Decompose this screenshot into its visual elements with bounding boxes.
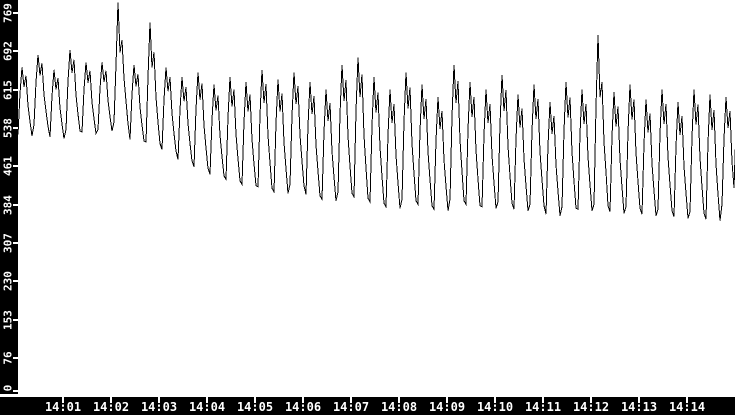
y-tick-mark	[13, 280, 18, 283]
x-tick-mark	[158, 397, 160, 403]
y-tick-mark	[13, 165, 18, 168]
x-tick-label: 14:11	[524, 400, 562, 414]
y-tick-label: 0	[1, 384, 15, 392]
x-tick-mark	[254, 397, 256, 403]
x-tick-label: 14:03	[140, 400, 178, 414]
x-axis: 14:01 14:02 14:03 14:04 14:05 14:06 14:07 14:08…	[0, 397, 735, 415]
y-tick-label: 384	[1, 194, 15, 215]
x-tick-label: 14:01	[44, 400, 82, 414]
x-tick-mark	[494, 397, 496, 403]
y-tick-mark	[13, 88, 18, 91]
x-tick-mark	[398, 397, 400, 403]
y-tick-mark	[13, 242, 18, 245]
x-tick-mark	[62, 397, 64, 403]
y-tick-label: 461	[1, 156, 15, 177]
y-tick-mark	[13, 127, 18, 130]
y-tick-mark	[13, 12, 18, 14]
x-tick-mark	[542, 397, 544, 403]
y-tick-label: 153	[1, 309, 15, 330]
x-tick-mark	[446, 397, 448, 403]
x-tick-mark	[110, 397, 112, 403]
x-tick-mark	[302, 397, 304, 403]
x-tick-label: 14:07	[332, 400, 370, 414]
x-tick-label: 14:12	[572, 400, 610, 414]
x-tick-label: 14:02	[92, 400, 130, 414]
y-tick-label: 538	[1, 118, 15, 138]
y-tick-label: 615	[1, 79, 15, 100]
x-tick-label: 14:14	[668, 400, 706, 414]
x-tick-label: 14:13	[620, 400, 658, 414]
x-tick-mark	[638, 397, 640, 403]
x-tick-label: 14:09	[428, 400, 466, 414]
x-tick-label: 14:10	[476, 400, 514, 414]
y-tick-mark	[13, 318, 18, 321]
y-axis: 769 692 615 538 461 384 307 230 153 76 0	[0, 0, 18, 394]
y-tick-label: 307	[1, 233, 15, 254]
x-tick-label: 14:08	[380, 400, 418, 414]
x-tick-mark	[686, 397, 688, 403]
y-tick-mark	[13, 357, 18, 360]
y-tick-label: 692	[1, 41, 15, 62]
x-tick-label: 14:04	[188, 400, 226, 414]
y-tick-mark	[13, 50, 18, 53]
y-tick-mark	[13, 203, 18, 206]
x-tick-label: 14:06	[284, 400, 322, 414]
signal-line	[17, 2, 735, 221]
y-tick-label: 769	[1, 3, 15, 23]
x-tick-label: 14:05	[236, 400, 274, 414]
x-tick-mark	[590, 397, 592, 403]
x-tick-mark	[350, 397, 352, 403]
x-tick-mark	[206, 397, 208, 403]
y-tick-label: 76	[1, 351, 15, 365]
y-tick-mark	[13, 390, 18, 392]
y-tick-label: 230	[1, 271, 15, 292]
